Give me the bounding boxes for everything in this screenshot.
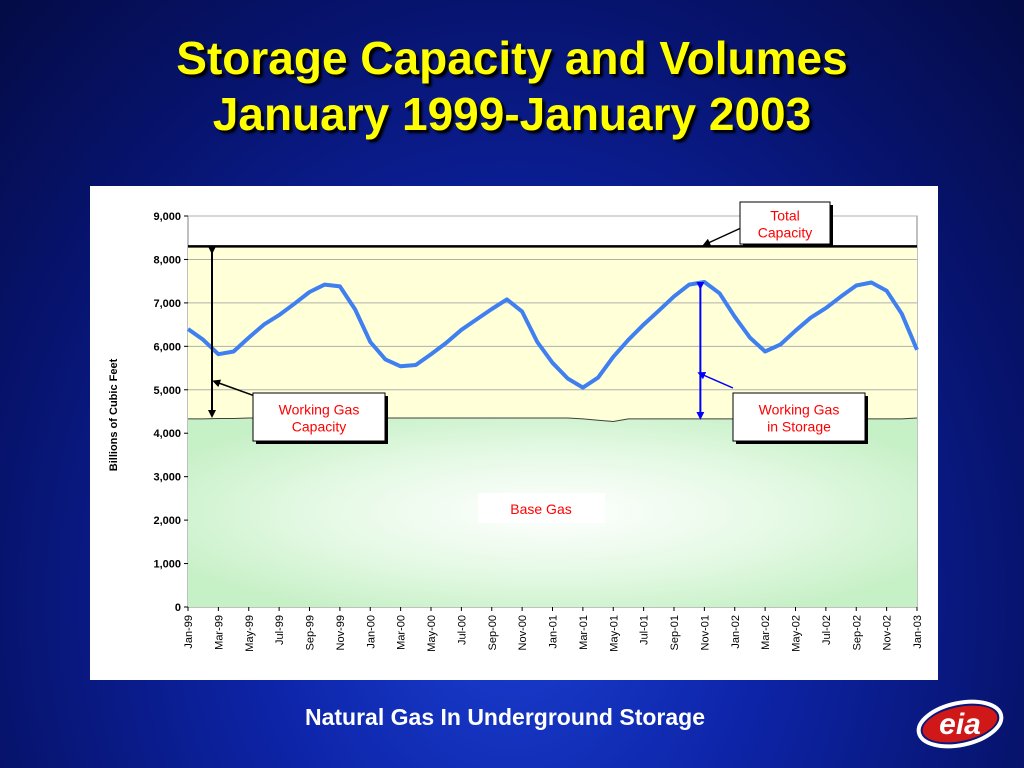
x-tick-label: May-01 [608,615,620,652]
total-capacity-callout-box [739,201,831,245]
working-capacity-callout-text: Working Gas [279,402,360,418]
storage-callout-text: in Storage [767,419,831,435]
y-tick-label: 0 [175,602,181,614]
y-axis-title: Billions of Cubic Feet [108,358,120,471]
x-tick-label: Mar-01 [578,615,590,650]
x-tick-label: Jan-00 [365,615,377,649]
base-gas-label: Base Gas [510,501,571,517]
storage-pointer [697,371,734,389]
footer-caption: Natural Gas In Underground Storage [305,704,705,730]
slide-title-line2: January 1999-January 2003 [212,88,812,140]
x-tick-label: Nov-99 [335,615,347,650]
chart-panel: 0 1,000 2,000 3,000 4,000 5,000 6,000 7,000 8,00… [90,186,938,680]
x-tick-label: Jan-01 [548,615,560,649]
x-tick-label: Nov-01 [699,615,711,650]
y-tick-label: 2,000 [153,515,181,527]
y-tick-label: 5,000 [153,385,181,397]
x-tick-label: Mar-00 [396,615,408,650]
storage-callout-box [732,392,866,442]
y-tick-label: 7,000 [153,298,181,310]
x-tick-label: Jan-03 [912,615,924,649]
x-tick-label: Jul-99 [274,615,286,645]
x-tick-label: Sep-02 [851,615,863,650]
y-tick-label: 6,000 [153,341,181,353]
total-capacity-callout-text: Total [770,208,800,224]
working-gas-series-line [186,280,919,390]
y-tick-label: 4,000 [153,428,181,440]
x-tick-label: May-00 [426,615,438,652]
slide-title: Storage Capacity and Volumes January 199… [0,30,1024,142]
x-tick-label: Nov-02 [882,615,894,650]
x-tick-label: Sep-99 [305,615,317,650]
total-capacity-pointer [702,227,742,246]
x-tick-label: May-02 [791,615,803,652]
working-capacity-callout-text: Capacity [292,419,346,435]
x-tick-label: Jul-02 [821,615,833,645]
x-tick-label: Sep-00 [487,615,499,650]
base-gas-label-box [478,493,605,523]
x-tick-label: Jul-01 [639,615,651,645]
x-tick-label: May-99 [244,615,256,652]
slide-title-line1: Storage Capacity and Volumes [176,32,848,84]
x-tick-label: Mar-02 [760,615,772,650]
y-tick-label: 1,000 [153,559,181,571]
working-capacity-pointer [212,379,256,397]
x-tick-label: Jan-02 [730,615,742,649]
x-tick-label: Jan-99 [183,615,195,649]
y-tick-label: 3,000 [153,472,181,484]
eia-logo-text: eia [939,708,981,741]
storage-callout-text: Working Gas [759,402,840,418]
x-tick-label: Sep-01 [669,615,681,650]
x-tick-label: Jul-00 [456,615,468,645]
eia-logo: eia [914,696,1006,752]
y-tick-label: 9,000 [153,211,181,223]
total-capacity-callout-text: Capacity [758,225,812,241]
storage-chart: 0 1,000 2,000 3,000 4,000 5,000 6,000 7,000 8,00… [108,201,924,652]
working-capacity-callout-box [252,392,386,442]
eia-logo-icon [916,699,1004,749]
y-tick-label: 8,000 [153,254,181,266]
x-tick-label: Mar-99 [213,615,225,650]
x-tick-label: Nov-00 [517,615,529,650]
